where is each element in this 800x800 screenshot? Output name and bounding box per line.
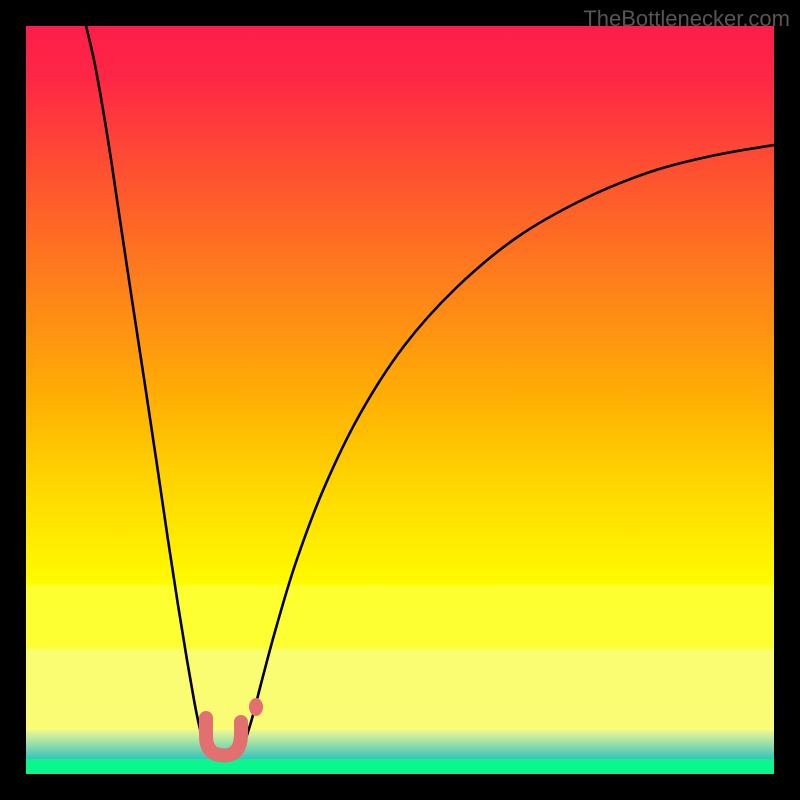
- gradient-background: [26, 26, 774, 774]
- bottleneck-curve-chart: [0, 0, 800, 800]
- watermark-link[interactable]: TheBottlenecker.com: [583, 6, 790, 32]
- chart-root: TheBottlenecker.com: [0, 0, 800, 800]
- green-floor-band: [26, 759, 774, 774]
- highlight-dot-marker: [249, 698, 263, 716]
